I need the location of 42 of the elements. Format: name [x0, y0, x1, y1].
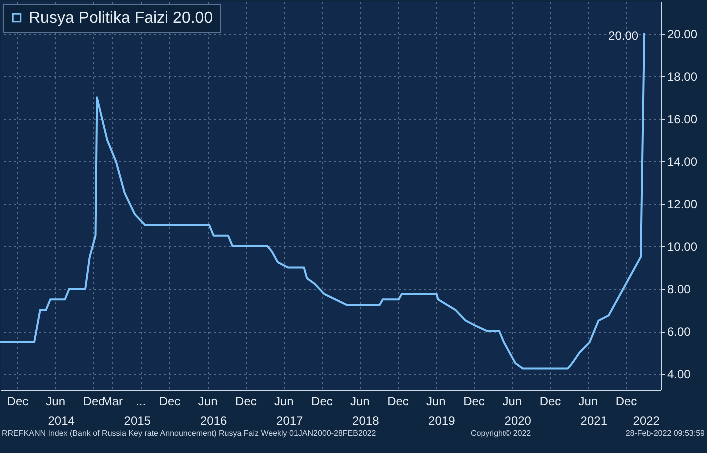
- y-tick-label: 4.00: [668, 368, 692, 382]
- text: RREFKANN Index (Bank of Russia Key rate Announcement) Rusya Faiz Weekly 01JAN2000-28FEB2022: [2, 429, 376, 438]
- x-tick-label: ...: [136, 394, 146, 408]
- x-tick-label: Jun: [274, 394, 294, 408]
- x2-tick-label: 2015: [124, 414, 152, 428]
- x2-tick-label: 2020: [504, 414, 532, 428]
- x-tick-label: Jun: [426, 394, 446, 408]
- x-tick-label: Jun: [46, 394, 66, 408]
- legend-label: Rusya Politika Faizi 20.00: [29, 10, 214, 27]
- x-tick-label: Dec: [83, 394, 105, 408]
- x-tick-label: Dec: [7, 394, 29, 408]
- x2-tick-label: 2017: [276, 414, 304, 428]
- y-tick-label: 14.00: [668, 154, 698, 169]
- x2-tick-label: 2021: [580, 414, 608, 428]
- x-tick-label: Dec: [464, 394, 485, 408]
- y-tick-label: 8.00: [668, 282, 692, 297]
- y-tick-label: 10.00: [668, 240, 698, 254]
- x-tick-label: Jun: [578, 394, 598, 408]
- x2-tick-label: 2022: [633, 414, 660, 428]
- x2-tick-label: 2018: [352, 414, 380, 428]
- x-tick-label: Dec: [236, 394, 257, 408]
- x-tick-label: Dec: [159, 394, 181, 408]
- x2-tick-label: 2019: [428, 414, 456, 428]
- x-tick-label: Mar: [102, 394, 124, 408]
- y-tick-label: 12.00: [668, 197, 698, 212]
- y-tick-label: 6.00: [668, 325, 692, 340]
- line-series: [0, 32, 646, 370]
- x-tick-label: Dec: [540, 394, 562, 408]
- text: 28-Feb-2022 09:53:59: [626, 429, 705, 438]
- x2-tick-label: 2014: [48, 414, 76, 428]
- x-tick-label: Dec: [616, 394, 638, 408]
- x-tick-label: Jun: [350, 394, 370, 408]
- text: Copyright© 2022: [470, 429, 532, 438]
- x-tick-label: Jun: [502, 394, 522, 408]
- x2-tick-label: 2016: [200, 414, 228, 428]
- x-tick-label: Dec: [312, 394, 333, 408]
- y-tick-label: 18.00: [668, 70, 698, 84]
- x-tick-label: Dec: [388, 394, 409, 408]
- x-tick-label: Jun: [198, 394, 218, 408]
- y-tick-label: 16.00: [668, 112, 698, 126]
- y-tick-label: 20.00: [668, 27, 698, 42]
- data-label: 20.00: [608, 28, 639, 43]
